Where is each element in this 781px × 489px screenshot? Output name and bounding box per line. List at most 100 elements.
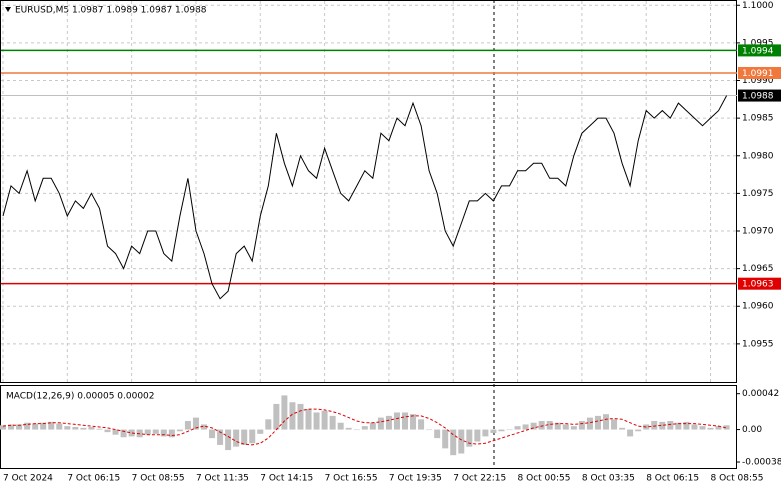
macd-title: MACD(12,26,9) 0.00005 0.00002 bbox=[6, 392, 155, 402]
macd-bar bbox=[120, 429, 127, 438]
macd-bar bbox=[442, 429, 449, 449]
macd-bar bbox=[450, 429, 457, 456]
x-tick-label: 7 Oct 08:55 bbox=[132, 474, 185, 484]
macd-bar bbox=[0, 425, 6, 430]
macd-bar bbox=[578, 421, 585, 430]
macd-bar bbox=[635, 429, 642, 432]
y-tick-label: 1.0975 bbox=[742, 189, 774, 199]
price-level-label: 1.0991 bbox=[742, 69, 774, 79]
y-tick-label: 1.0965 bbox=[742, 264, 774, 274]
macd-bar bbox=[281, 395, 288, 430]
macd-bar bbox=[144, 429, 151, 435]
macd-bar bbox=[160, 429, 167, 437]
macd-bar bbox=[217, 429, 224, 445]
macd-bar bbox=[715, 426, 722, 430]
macd-bar bbox=[192, 417, 199, 430]
main-panel-frame bbox=[0, 0, 737, 383]
macd-bar bbox=[249, 429, 256, 444]
macd-bar bbox=[619, 427, 626, 430]
macd-bar bbox=[530, 422, 537, 430]
macd-bar bbox=[402, 412, 408, 430]
macd-bar bbox=[104, 429, 111, 433]
macd-bar bbox=[627, 429, 634, 437]
price-level-badge bbox=[738, 66, 781, 79]
macd-bar bbox=[546, 421, 553, 430]
macd-bar bbox=[305, 409, 312, 430]
price-line bbox=[2, 95, 728, 300]
y-tick-label: 1.0995 bbox=[742, 38, 774, 48]
macd-bar bbox=[538, 421, 545, 430]
macd-bar bbox=[683, 421, 690, 430]
macd-bar bbox=[490, 429, 497, 433]
macd-bar bbox=[8, 424, 15, 430]
y-tick-label: 1.0985 bbox=[742, 114, 774, 124]
price-level-badge bbox=[738, 89, 781, 102]
macd-bar bbox=[337, 422, 344, 430]
macd-bar bbox=[112, 429, 119, 435]
macd-bar bbox=[393, 412, 400, 430]
macd-bar bbox=[611, 419, 618, 430]
macd-bar bbox=[418, 419, 425, 430]
y-tick-label: 0.00 bbox=[742, 425, 762, 435]
macd-bar bbox=[257, 429, 264, 434]
macd-bar bbox=[297, 403, 304, 430]
macd-bar bbox=[241, 429, 248, 445]
macd-bar bbox=[289, 402, 296, 430]
macd-bar bbox=[651, 421, 658, 430]
macd-bar bbox=[72, 427, 79, 430]
macd-bar bbox=[329, 415, 336, 430]
macd-bar bbox=[699, 426, 706, 430]
macd-bar bbox=[691, 424, 698, 430]
macd-bar bbox=[48, 421, 55, 430]
macd-bar bbox=[64, 426, 71, 430]
x-tick-label: 7 Oct 19:35 bbox=[389, 474, 442, 484]
price-level-label: 1.0994 bbox=[742, 46, 774, 56]
macd-bar bbox=[514, 426, 521, 430]
macd-bar bbox=[32, 423, 39, 430]
macd-bar bbox=[168, 429, 175, 438]
macd-bar bbox=[522, 424, 529, 430]
macd-bar bbox=[16, 424, 23, 430]
macd-bar bbox=[369, 422, 376, 430]
macd-bar bbox=[434, 429, 441, 439]
symbol-menu-arrow[interactable] bbox=[5, 7, 11, 12]
macd-bar bbox=[201, 424, 207, 430]
macd-bar bbox=[586, 417, 593, 430]
macd-bar bbox=[466, 429, 473, 447]
signal-line bbox=[2, 408, 727, 446]
macd-bar bbox=[410, 414, 417, 430]
macd-bar bbox=[273, 403, 280, 430]
macd-bar bbox=[723, 425, 730, 430]
price-level-label: 1.0963 bbox=[742, 280, 774, 290]
macd-bar bbox=[321, 410, 328, 430]
macd-bar bbox=[458, 429, 465, 454]
x-tick-label: 7 Oct 11:35 bbox=[196, 474, 249, 484]
macd-bar bbox=[603, 414, 609, 430]
macd-bar bbox=[498, 429, 505, 432]
y-tick-label: 1.0990 bbox=[742, 76, 774, 86]
macd-bar bbox=[385, 415, 392, 430]
macd-bar bbox=[554, 422, 561, 430]
x-tick-label: 7 Oct 16:55 bbox=[325, 474, 378, 484]
price-level-label: 1.0988 bbox=[742, 92, 774, 102]
macd-bar bbox=[225, 429, 232, 451]
x-tick-label: 7 Oct 14:15 bbox=[260, 474, 313, 484]
macd-bar bbox=[353, 429, 360, 431]
x-tick-label: 8 Oct 00:55 bbox=[518, 474, 571, 484]
y-tick-label: 1.0980 bbox=[742, 151, 774, 161]
macd-bar bbox=[88, 427, 95, 430]
macd-bar bbox=[80, 427, 87, 430]
macd-bar bbox=[209, 429, 216, 439]
x-tick-label: 7 Oct 06:15 bbox=[67, 474, 120, 484]
macd-bar bbox=[184, 421, 191, 430]
macd-bar bbox=[659, 421, 666, 430]
macd-bar bbox=[707, 427, 714, 430]
macd-bar bbox=[482, 429, 489, 437]
macd-bar bbox=[265, 419, 272, 430]
x-tick-label: 7 Oct 22:15 bbox=[453, 474, 506, 484]
y-tick-label: 0.00042 bbox=[742, 389, 779, 399]
y-tick-label: 1.0960 bbox=[742, 302, 774, 312]
y-tick-label: 1.0955 bbox=[742, 339, 774, 349]
macd-bar bbox=[313, 412, 320, 430]
